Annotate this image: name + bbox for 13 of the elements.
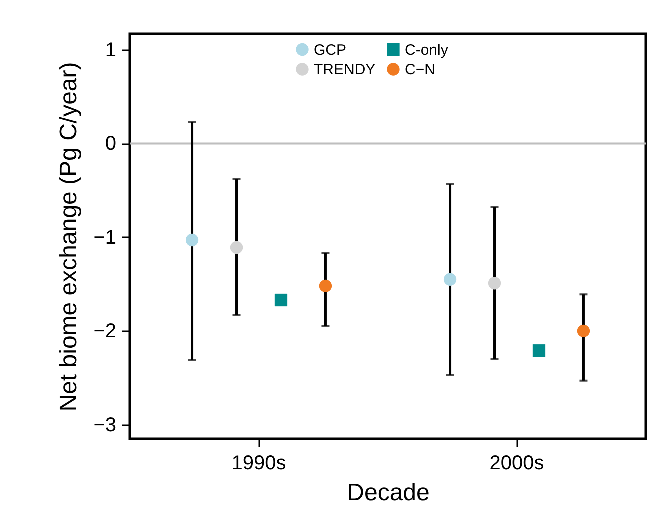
y-axis-title: Net biome exchange (Pg C/year) [56,62,83,412]
y-tick-label: −3 [94,414,116,436]
y-tick-label: 0 [105,133,116,156]
x-tick-label: 1990s [232,452,286,474]
legend-label: C−N [405,62,436,78]
legend-label: GCP [314,42,347,59]
x-tick-label: 2000s [490,452,544,474]
y-tick-label: 1 [105,39,116,62]
legend-label: C-only [405,42,449,59]
y-tick-label: −2 [94,320,116,343]
y-tick-label: −1 [94,226,116,249]
legend-label: TRENDY [314,62,376,78]
x-axis-title: Decade [347,480,430,506]
